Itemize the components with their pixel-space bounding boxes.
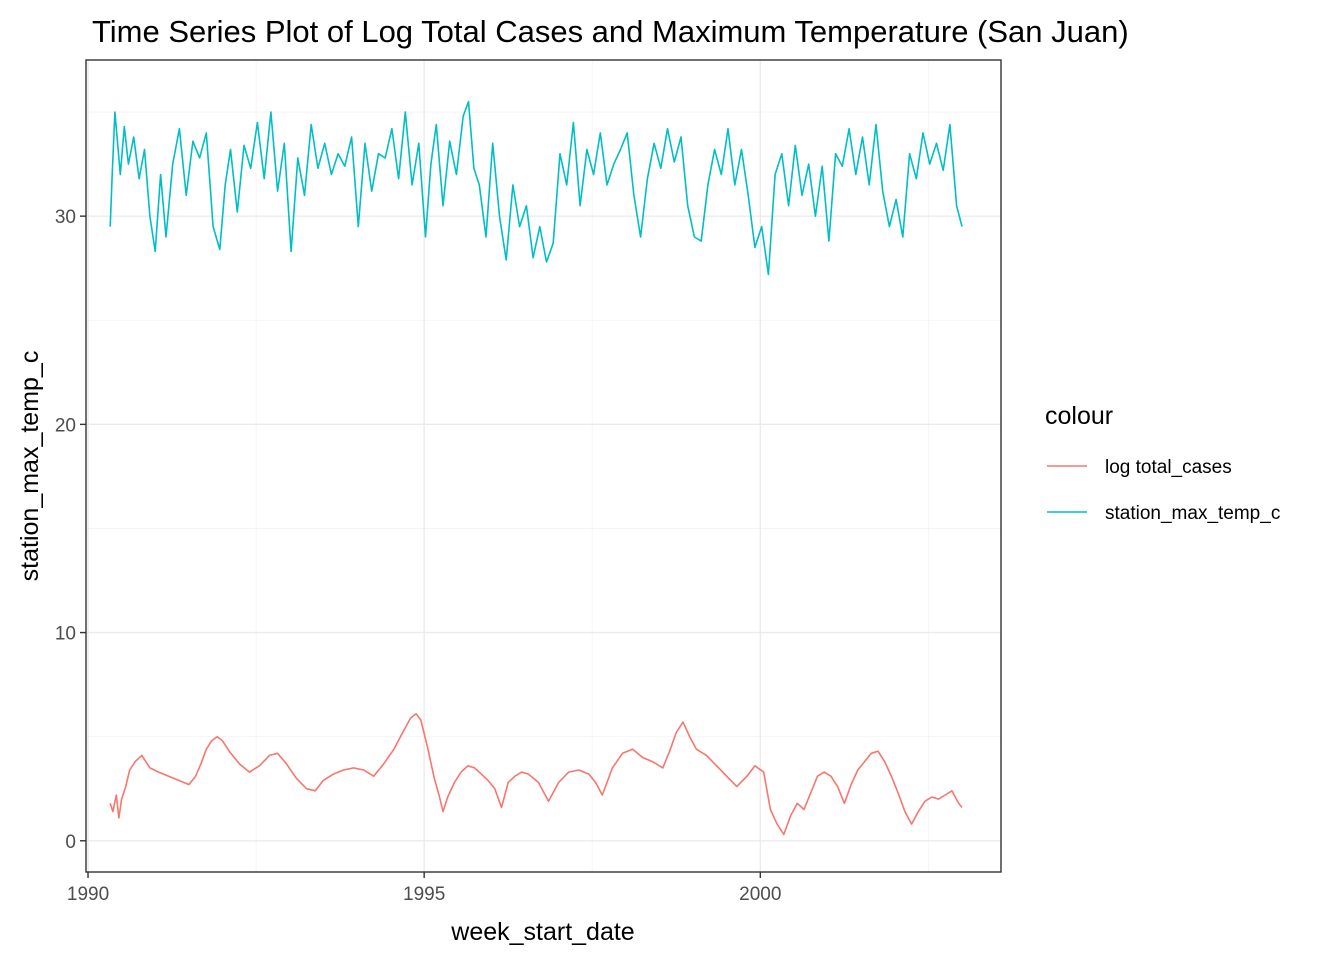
legend-label-log-total-cases: log total_cases bbox=[1105, 457, 1232, 478]
x-axis-title: week_start_date bbox=[450, 918, 634, 946]
y-axis: 0 10 20 30 bbox=[55, 207, 86, 853]
series-line-station-max-temp bbox=[109, 100, 963, 276]
legend-label-station-max-temp: station_max_temp_c bbox=[1105, 503, 1280, 524]
major-gridlines bbox=[86, 60, 1001, 872]
y-tick-label: 10 bbox=[55, 624, 76, 645]
y-axis-title: station_max_temp_c bbox=[16, 351, 44, 582]
x-axis: 1990 1995 2000 bbox=[67, 872, 781, 905]
legend: colour log total_cases station_max_temp_… bbox=[1045, 402, 1280, 524]
x-tick-label: 1990 bbox=[67, 884, 109, 905]
chart-title: Time Series Plot of Log Total Cases and … bbox=[92, 14, 1129, 49]
legend-title: colour bbox=[1045, 402, 1113, 430]
series-layer bbox=[109, 100, 963, 836]
y-tick-label: 20 bbox=[55, 415, 76, 436]
minor-gridlines bbox=[86, 60, 1001, 872]
x-tick-label: 1995 bbox=[403, 884, 445, 905]
y-tick-label: 0 bbox=[65, 832, 76, 853]
series-line-log-total-cases bbox=[109, 713, 963, 836]
y-tick-label: 30 bbox=[55, 207, 76, 228]
x-tick-label: 2000 bbox=[739, 884, 781, 905]
panel-border bbox=[85, 59, 1002, 873]
